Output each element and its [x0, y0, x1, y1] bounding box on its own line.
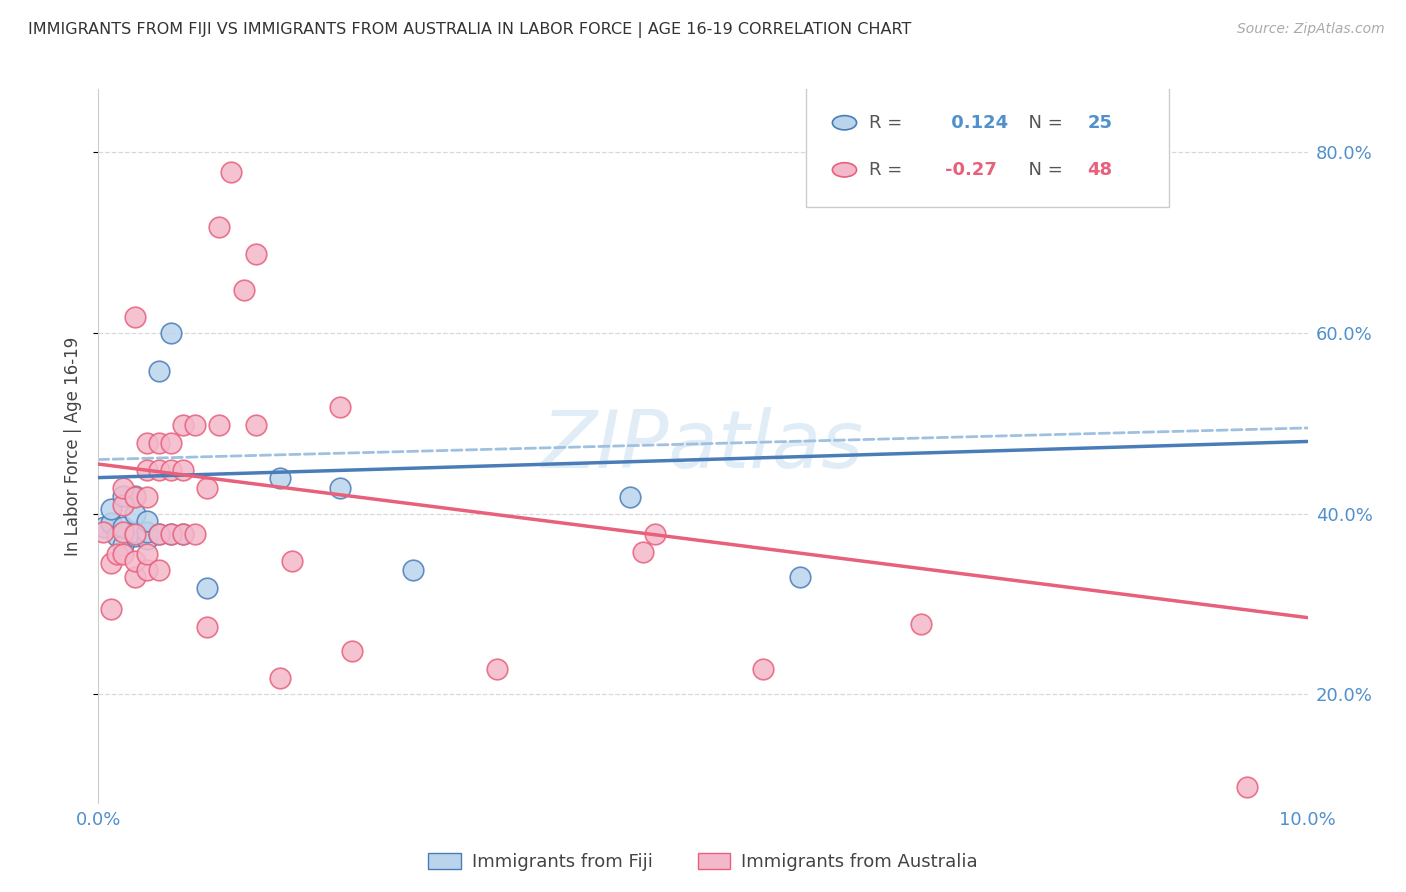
Text: R =: R = [869, 161, 908, 178]
Y-axis label: In Labor Force | Age 16-19: In Labor Force | Age 16-19 [65, 336, 83, 556]
Point [111, 524, 134, 539]
Point [160, 463, 183, 477]
Point [342, 644, 364, 658]
Point [111, 520, 134, 534]
Point [93, 520, 115, 534]
Point [100, 516, 122, 530]
Point [195, 581, 218, 595]
Point [148, 364, 170, 378]
Text: IMMIGRANTS FROM FIJI VS IMMIGRANTS FROM AUSTRALIA IN LABOR FORCE | AGE 16-19 COR: IMMIGRANTS FROM FIJI VS IMMIGRANTS FROM … [28, 22, 911, 38]
Text: -0.27: -0.27 [945, 161, 997, 178]
Point [172, 526, 194, 541]
Point [160, 526, 183, 541]
Point [91, 524, 114, 539]
Point [135, 463, 157, 477]
Text: 48: 48 [1087, 161, 1112, 178]
Point [148, 526, 170, 541]
Point [160, 326, 183, 340]
Point [100, 502, 122, 516]
Point [148, 526, 170, 541]
Point [124, 524, 146, 539]
Point [148, 436, 170, 450]
Point [135, 563, 157, 577]
Point [135, 491, 157, 505]
Legend: Immigrants from Fiji, Immigrants from Australia: Immigrants from Fiji, Immigrants from Au… [422, 846, 984, 879]
Point [135, 548, 157, 562]
Point [148, 563, 170, 577]
Point [232, 283, 254, 297]
Circle shape [832, 116, 856, 130]
Point [329, 400, 352, 414]
Text: 25: 25 [1087, 114, 1112, 132]
Point [135, 514, 157, 528]
Point [135, 436, 157, 450]
Circle shape [832, 162, 856, 177]
Point [135, 532, 157, 546]
Point [631, 544, 654, 558]
Point [486, 662, 509, 676]
Point [111, 538, 134, 552]
Point [195, 482, 218, 496]
Text: 0.124: 0.124 [945, 114, 1008, 132]
Point [619, 491, 641, 505]
Point [172, 526, 194, 541]
Point [281, 554, 304, 568]
Point [111, 482, 134, 496]
Text: Source: ZipAtlas.com: Source: ZipAtlas.com [1237, 22, 1385, 37]
Point [124, 491, 146, 505]
Point [124, 310, 146, 324]
Text: R =: R = [869, 114, 908, 132]
Point [269, 470, 291, 484]
Point [329, 482, 352, 496]
Point [195, 620, 218, 634]
Point [644, 526, 666, 541]
Point [135, 524, 157, 539]
Point [789, 570, 811, 584]
Point [111, 548, 134, 562]
Point [910, 616, 932, 631]
Point [100, 557, 122, 571]
FancyBboxPatch shape [806, 82, 1168, 207]
Point [402, 563, 425, 577]
Point [124, 554, 146, 568]
Point [1236, 780, 1258, 794]
Point [269, 671, 291, 685]
Text: N =: N = [1018, 161, 1069, 178]
Point [124, 507, 146, 521]
Point [160, 526, 183, 541]
Point [208, 219, 231, 234]
Point [245, 246, 267, 260]
Point [105, 548, 128, 562]
Point [752, 662, 775, 676]
Point [172, 463, 194, 477]
Point [184, 526, 207, 541]
Point [111, 489, 134, 503]
Point [124, 526, 146, 541]
Point [208, 418, 231, 433]
Point [245, 418, 267, 433]
Point [124, 529, 146, 543]
Point [148, 463, 170, 477]
Point [172, 418, 194, 433]
Point [184, 418, 207, 433]
Point [124, 489, 146, 503]
Point [221, 165, 243, 179]
Text: N =: N = [1018, 114, 1069, 132]
Point [124, 570, 146, 584]
Point [100, 601, 122, 615]
Text: ZIPatlas: ZIPatlas [541, 407, 865, 485]
Point [160, 436, 183, 450]
Point [105, 529, 128, 543]
Point [111, 498, 134, 512]
